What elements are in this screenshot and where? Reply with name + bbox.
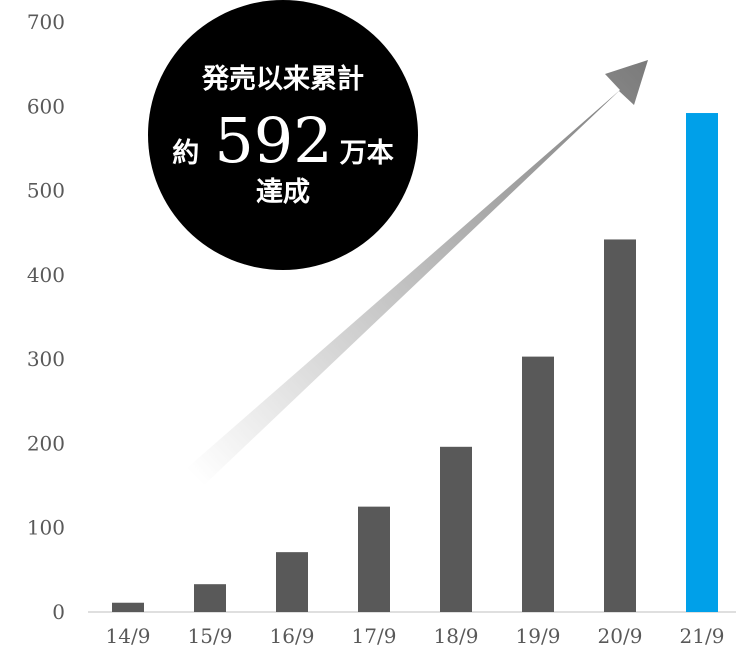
- x-tick-label: 16/9: [270, 624, 315, 647]
- bar-15-9: [194, 584, 226, 612]
- y-tick-label: 500: [27, 179, 65, 203]
- bar-17-9: [358, 506, 390, 612]
- bar-16-9: [276, 552, 308, 612]
- x-tick-label: 14/9: [106, 624, 151, 647]
- badge-line2: 約 592 万本: [172, 104, 394, 177]
- bar-21-9: [686, 113, 718, 613]
- y-tick-label: 700: [27, 10, 65, 34]
- cumulative-badge: 発売以来累計 約 592 万本 達成: [148, 0, 418, 270]
- y-tick-label: 200: [27, 431, 65, 455]
- x-tick-label: 17/9: [352, 624, 397, 647]
- bar-20-9: [604, 239, 636, 612]
- bar-series: [112, 113, 718, 613]
- badge-circle: [148, 0, 418, 270]
- badge-line1: 発売以来累計: [201, 63, 364, 95]
- badge-line3: 達成: [256, 177, 310, 208]
- growth-arrow: [187, 60, 648, 486]
- x-tick-label: 15/9: [188, 624, 233, 647]
- y-tick-label: 100: [27, 516, 65, 540]
- y-tick-label: 300: [27, 347, 65, 371]
- y-tick-label: 0: [52, 600, 65, 624]
- x-tick-label: 20/9: [598, 624, 643, 647]
- y-tick-label: 400: [27, 263, 65, 287]
- y-tick-label: 600: [27, 94, 65, 118]
- bar-18-9: [440, 446, 472, 612]
- bar-14-9: [112, 602, 144, 612]
- x-tick-label: 21/9: [680, 624, 725, 647]
- y-axis: 0 100 200 300 400 500 600 700: [27, 10, 65, 624]
- x-axis: 14/9 15/9 16/9 17/9 18/9 19/9 20/9 21/9: [106, 624, 725, 647]
- bar-19-9: [522, 356, 554, 612]
- x-tick-label: 18/9: [434, 624, 479, 647]
- x-tick-label: 19/9: [516, 624, 561, 647]
